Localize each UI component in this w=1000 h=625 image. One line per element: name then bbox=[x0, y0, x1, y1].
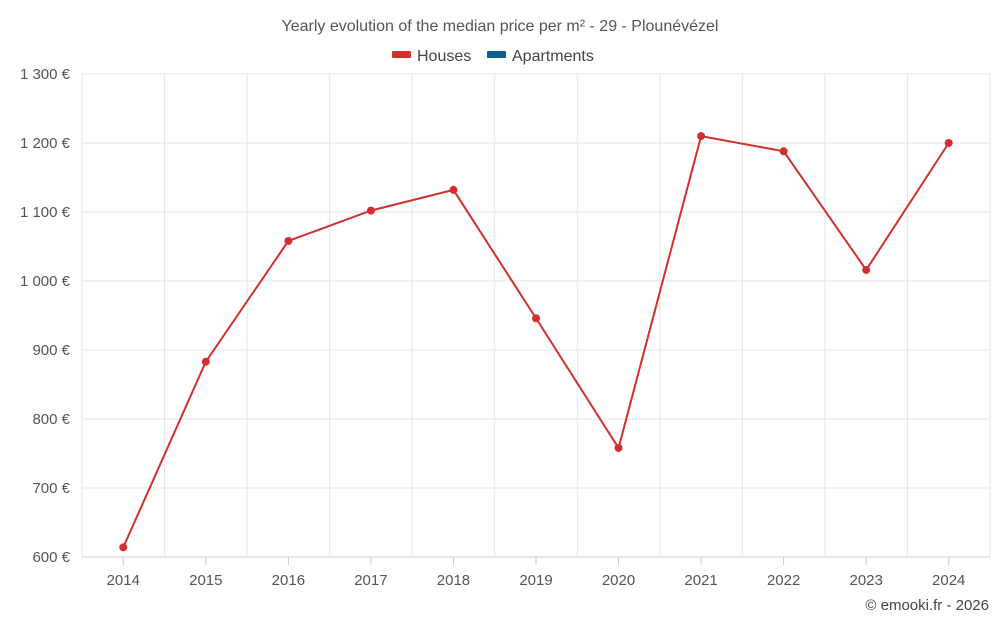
y-axis: 600 € 700 € 800 € 900 € 1 000 € 1 100 € 1 200 … bbox=[20, 66, 71, 566]
data-point bbox=[532, 314, 540, 323]
x-tick-label: 2021 bbox=[684, 572, 717, 589]
y-tick-label: 1 000 € bbox=[20, 273, 71, 290]
data-point bbox=[614, 443, 623, 452]
y-tick-label: 1 200 € bbox=[20, 135, 71, 152]
legend-label-houses: Houses bbox=[417, 48, 471, 65]
y-tick-label: 700 € bbox=[32, 480, 70, 497]
legend: Houses Apartments bbox=[392, 48, 594, 65]
legend-label-apartments: Apartments bbox=[512, 48, 594, 65]
data-point bbox=[284, 236, 293, 245]
x-tick-label: 2016 bbox=[272, 572, 305, 589]
data-point bbox=[366, 206, 375, 215]
x-axis: 2014 2015 2016 2017 2018 2019 2020 2021 2022 2023… bbox=[107, 572, 966, 589]
x-tick-label: 2024 bbox=[932, 572, 965, 589]
x-tick-label: 2018 bbox=[437, 572, 470, 589]
credit-text: © emooki.fr - 2026 bbox=[865, 597, 989, 614]
x-tick-label: 2023 bbox=[849, 572, 882, 589]
data-point bbox=[201, 357, 210, 366]
grid bbox=[81, 73, 991, 565]
y-tick-label: 600 € bbox=[32, 549, 70, 566]
y-tick-label: 900 € bbox=[32, 342, 70, 359]
chart-title: Yearly evolution of the median price per… bbox=[282, 18, 719, 35]
y-tick-label: 1 100 € bbox=[20, 204, 71, 221]
x-tick-label: 2020 bbox=[602, 572, 635, 589]
data-point bbox=[944, 139, 953, 147]
data-point bbox=[449, 185, 458, 194]
y-tick-label: 800 € bbox=[32, 411, 70, 428]
x-tick-label: 2019 bbox=[519, 572, 552, 589]
x-tick-label: 2022 bbox=[767, 572, 800, 589]
data-point bbox=[119, 543, 128, 552]
series-layer bbox=[119, 132, 953, 552]
y-tick-label: 1 300 € bbox=[20, 66, 71, 83]
legend-swatch-apartments bbox=[487, 51, 506, 58]
legend-swatch-houses bbox=[392, 51, 411, 58]
data-point bbox=[697, 132, 706, 141]
x-tick-label: 2017 bbox=[354, 572, 387, 589]
data-point bbox=[779, 147, 788, 156]
x-tick-label: 2015 bbox=[189, 572, 222, 589]
x-tick-label: 2014 bbox=[107, 572, 140, 589]
data-point bbox=[862, 265, 871, 274]
